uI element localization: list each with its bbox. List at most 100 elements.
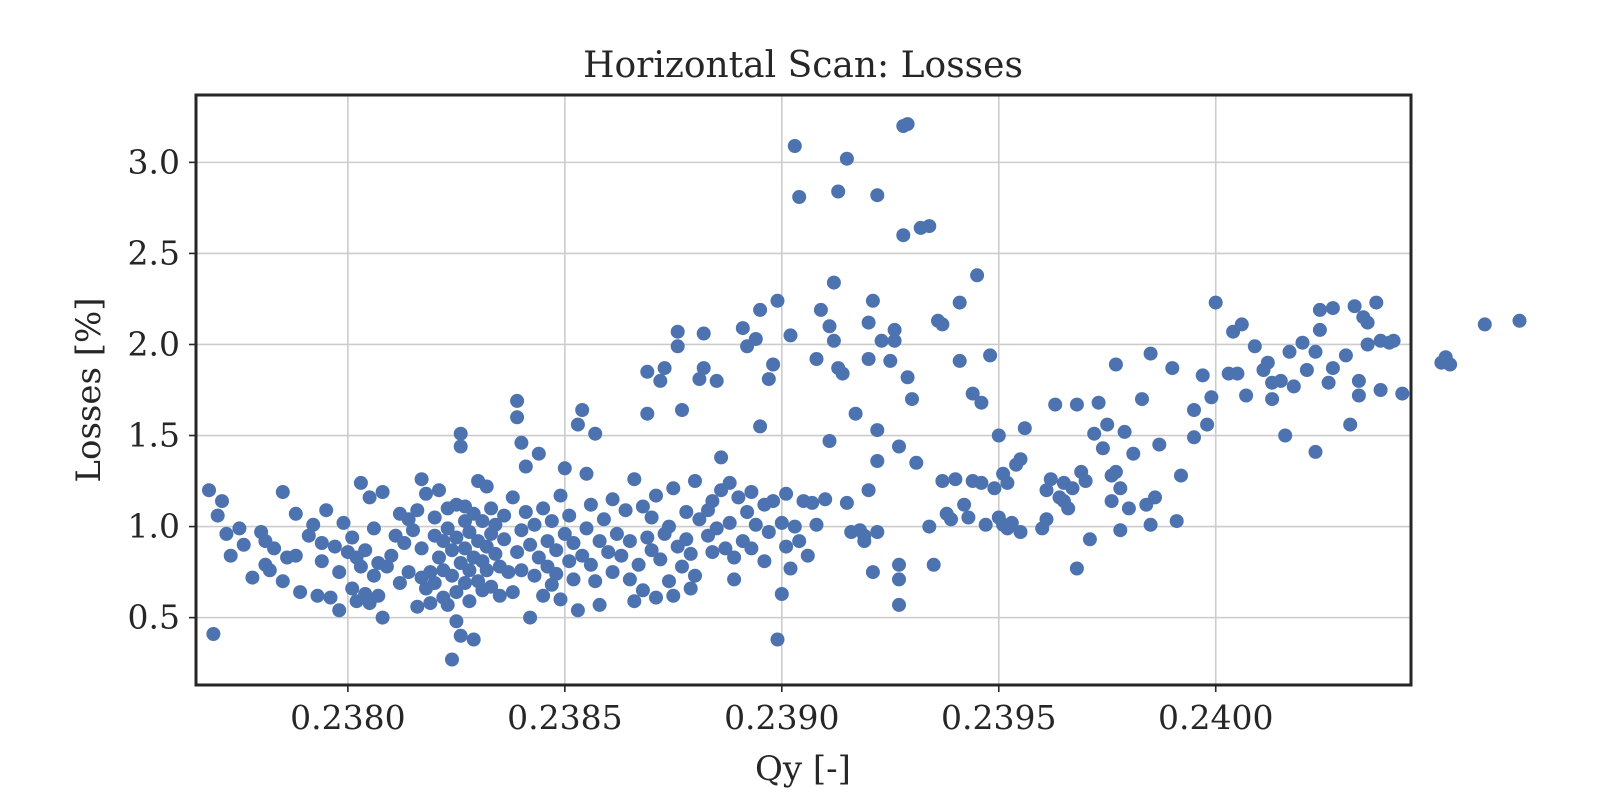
- y-tick-label: 3.0: [128, 142, 180, 181]
- data-point: [957, 497, 972, 512]
- data-point: [1069, 397, 1084, 412]
- data-point: [748, 517, 763, 532]
- data-point: [640, 406, 655, 421]
- data-point: [423, 596, 438, 611]
- data-point: [427, 576, 442, 590]
- data-point: [1386, 333, 1401, 348]
- data-point: [353, 475, 368, 490]
- data-point: [1113, 523, 1128, 538]
- data-point: [458, 576, 472, 590]
- data-point: [449, 530, 464, 545]
- data-point: [1308, 344, 1323, 359]
- data-point: [1343, 417, 1358, 432]
- data-point: [800, 548, 815, 563]
- data-point: [735, 321, 750, 336]
- data-point: [657, 361, 672, 376]
- y-tick-label: 2.0: [128, 324, 180, 363]
- data-point: [922, 519, 937, 534]
- data-point: [861, 352, 876, 366]
- data-point: [865, 293, 880, 308]
- data-point: [583, 497, 598, 512]
- data-point: [709, 373, 724, 388]
- data-point: [605, 565, 620, 580]
- data-point: [523, 537, 538, 552]
- data-point: [731, 490, 746, 505]
- data-point: [306, 517, 321, 532]
- data-point: [488, 546, 503, 561]
- data-point: [635, 499, 650, 514]
- data-point: [479, 563, 494, 578]
- data-point: [518, 505, 533, 519]
- data-point: [1108, 464, 1123, 479]
- data-point: [696, 361, 711, 376]
- data-point: [527, 568, 542, 583]
- data-point: [753, 419, 768, 434]
- data-point: [531, 446, 546, 461]
- data-point: [1169, 514, 1184, 529]
- data-point: [275, 485, 290, 499]
- data-point: [649, 590, 663, 605]
- data-point: [787, 519, 802, 534]
- data-point: [770, 632, 785, 647]
- plot-frame: [194, 93, 1413, 687]
- y-tick-label: 1.5: [128, 416, 180, 455]
- data-point: [622, 534, 637, 549]
- data-point: [822, 319, 837, 334]
- data-point: [1295, 335, 1310, 350]
- data-point: [1443, 357, 1458, 372]
- data-point: [440, 597, 455, 612]
- data-point: [1100, 417, 1115, 432]
- data-point: [1091, 395, 1106, 410]
- data-point: [458, 541, 472, 556]
- data-point: [497, 532, 512, 547]
- data-point: [605, 492, 620, 507]
- data-point: [779, 539, 794, 554]
- data-point: [970, 268, 985, 283]
- data-point: [453, 426, 468, 441]
- data-point: [696, 326, 711, 341]
- data-point: [375, 610, 390, 625]
- data-point: [792, 190, 807, 204]
- data-point: [766, 357, 781, 372]
- data-point: [1095, 441, 1110, 456]
- data-point: [1338, 348, 1353, 363]
- data-point: [744, 485, 759, 499]
- data-point: [727, 550, 742, 565]
- data-point: [748, 332, 763, 346]
- data-point: [549, 543, 564, 558]
- x-tick-label: 0.2390: [724, 698, 839, 737]
- data-point: [570, 417, 585, 432]
- data-point: [1004, 515, 1019, 530]
- data-point: [944, 512, 958, 527]
- data-point: [575, 403, 590, 417]
- data-point: [379, 559, 394, 574]
- data-point: [948, 472, 963, 487]
- data-point: [978, 517, 993, 532]
- data-point: [740, 505, 755, 519]
- data-point: [974, 395, 989, 410]
- data-point: [783, 561, 798, 576]
- data-point: [371, 588, 386, 603]
- data-point: [679, 505, 694, 519]
- data-point: [1069, 561, 1084, 576]
- data-point: [314, 554, 329, 569]
- data-point: [553, 592, 568, 607]
- data-point: [722, 475, 737, 490]
- data-point: [219, 526, 234, 541]
- data-point: [462, 563, 477, 578]
- data-point: [1065, 481, 1080, 496]
- data-point: [1078, 474, 1093, 488]
- data-point: [675, 403, 689, 417]
- data-point: [1282, 344, 1297, 359]
- data-point: [492, 588, 507, 603]
- data-point: [1082, 532, 1097, 547]
- data-point: [627, 472, 642, 487]
- data-point: [774, 587, 789, 601]
- data-point: [1087, 426, 1102, 441]
- data-point: [1273, 373, 1288, 388]
- data-point: [462, 525, 477, 539]
- data-point: [301, 528, 316, 543]
- data-point: [839, 495, 854, 510]
- data-point: [683, 581, 698, 596]
